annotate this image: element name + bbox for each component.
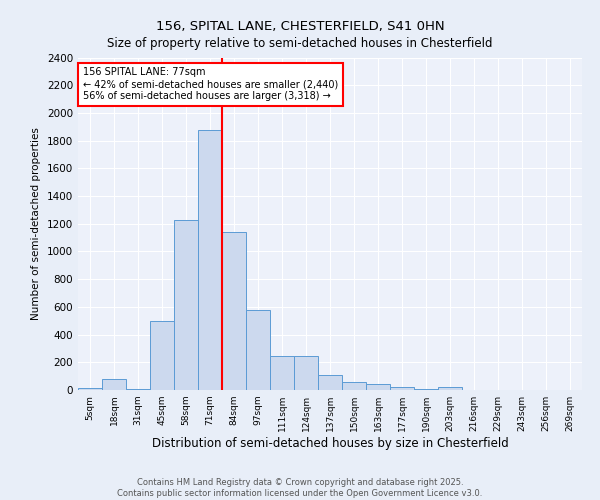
Bar xyxy=(390,387,414,390)
Bar xyxy=(366,384,390,390)
Bar xyxy=(318,375,342,390)
Bar xyxy=(342,382,366,390)
Bar xyxy=(246,310,270,390)
Bar xyxy=(222,232,246,390)
Text: 156 SPITAL LANE: 77sqm
← 42% of semi-detached houses are smaller (2,440)
56% of : 156 SPITAL LANE: 77sqm ← 42% of semi-det… xyxy=(83,68,338,100)
X-axis label: Distribution of semi-detached houses by size in Chesterfield: Distribution of semi-detached houses by … xyxy=(152,437,508,450)
Bar xyxy=(438,387,462,390)
Bar xyxy=(198,130,222,390)
Y-axis label: Number of semi-detached properties: Number of semi-detached properties xyxy=(31,128,41,320)
Bar xyxy=(294,356,318,390)
Bar xyxy=(150,320,174,390)
Text: Contains HM Land Registry data © Crown copyright and database right 2025.
Contai: Contains HM Land Registry data © Crown c… xyxy=(118,478,482,498)
Text: Size of property relative to semi-detached houses in Chesterfield: Size of property relative to semi-detach… xyxy=(107,38,493,51)
Bar xyxy=(174,220,198,390)
Text: 156, SPITAL LANE, CHESTERFIELD, S41 0HN: 156, SPITAL LANE, CHESTERFIELD, S41 0HN xyxy=(155,20,445,33)
Bar xyxy=(102,379,126,390)
Bar xyxy=(270,356,294,390)
Bar xyxy=(78,388,102,390)
